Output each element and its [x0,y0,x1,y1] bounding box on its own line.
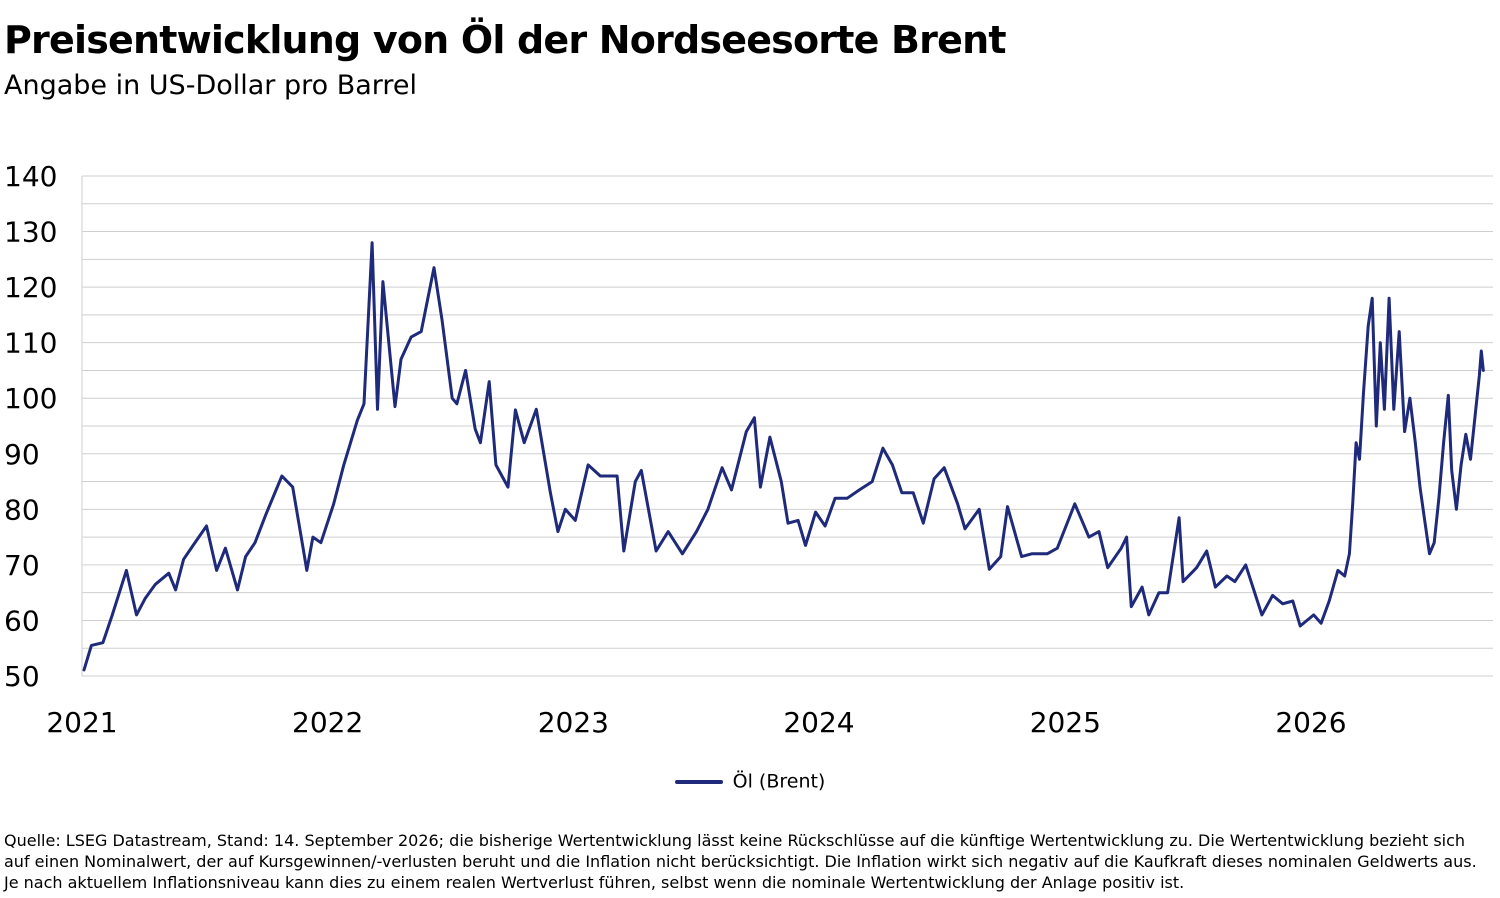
x-tick-label: 2022 [292,706,363,739]
source-note: Quelle: LSEG Datastream, Stand: 14. Sept… [4,831,1477,892]
chart-legend: Öl (Brent) [0,770,1500,793]
grid-lines [81,175,1493,677]
y-tick-label: 130 [4,216,57,249]
y-tick-label: 110 [4,327,57,360]
y-tick-label: 80 [4,493,40,526]
x-tick-label: 2023 [538,706,609,739]
y-tick-label: 90 [4,438,40,471]
x-tick-label: 2025 [1030,706,1101,739]
series-lines [82,241,1485,672]
x-tick-label: 2024 [783,706,854,739]
y-tick-label: 60 [4,604,40,637]
x-tick-label: 2021 [46,706,117,739]
chart-subtitle: Angabe in US-Dollar pro Barrel [4,70,418,101]
legend-swatch [674,779,723,784]
chart-title: Preisentwicklung von Öl der Nordseesorte… [4,18,1007,62]
y-tick-label: 140 [4,160,57,193]
y-tick-label: 100 [4,382,57,415]
y-axis-ticks: 50 60 70 80 90 100 110 120 130 140 [4,160,57,693]
y-tick-label: 120 [4,271,57,304]
x-tick-label: 2026 [1275,706,1346,739]
y-tick-label: 50 [4,660,40,693]
y-tick-label: 70 [4,549,40,582]
x-axis-ticks: 2021 2022 2023 2024 2025 2026 [46,706,1346,739]
series-line [82,241,1485,672]
legend-label: Öl (Brent) [732,770,826,793]
